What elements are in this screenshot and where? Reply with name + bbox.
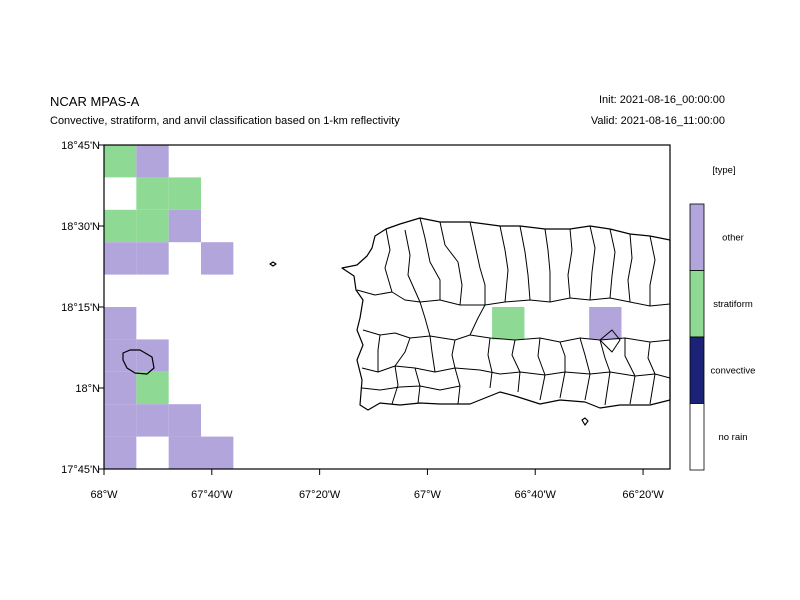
cell-other-10 — [104, 307, 137, 340]
legend-swatch-stratiform — [689, 270, 705, 338]
legend-swatch-no-rain — [689, 403, 705, 471]
classification-cells — [104, 145, 622, 469]
cell-other-7 — [104, 242, 137, 275]
cell-other-12 — [136, 339, 169, 372]
x-tick-label: 66°40'W — [515, 489, 557, 501]
x-tick-label: 67°40'W — [191, 489, 233, 501]
cell-other-8 — [136, 242, 169, 275]
legend-swatch-other — [689, 203, 705, 271]
cell-other-18 — [104, 436, 137, 469]
cell-other-6 — [168, 209, 202, 243]
legend-label: no rain — [718, 432, 747, 443]
x-axis-ticks: 68°W 67°40'W 67°20'W 67°W 66°40'W 66°20'W — [90, 469, 664, 501]
cell-other-20 — [201, 436, 234, 469]
init-time-label: Init: 2021-08-16_00:00:00 — [599, 94, 725, 106]
y-tick-label: 17°45'N — [61, 464, 100, 476]
mona-island — [122, 349, 155, 375]
legend-label: convective — [711, 365, 756, 376]
cell-other-9 — [201, 242, 234, 275]
y-tick-label: 18°15'N — [61, 302, 100, 314]
y-tick-label: 18°30'N — [61, 221, 100, 233]
monito-island — [269, 261, 277, 267]
x-tick-label: 68°W — [90, 489, 118, 501]
legend-swatch-convective — [689, 336, 705, 404]
y-tick-label: 18°N — [75, 383, 100, 395]
cell-stratiform-14 — [136, 371, 169, 405]
x-tick-label: 67°W — [414, 489, 442, 501]
cell-other-16 — [136, 404, 169, 437]
legend-label: stratiform — [713, 299, 753, 310]
cell-stratiform-0 — [104, 145, 137, 178]
cell-other-13 — [104, 371, 137, 405]
cell-other-19 — [168, 436, 202, 469]
legend-title: [type] — [712, 165, 735, 176]
cell-stratiform-21 — [492, 307, 525, 340]
legend-label: other — [722, 232, 744, 243]
legend: [type] other stratiform convective no rain — [689, 165, 756, 471]
cell-other-15 — [104, 404, 137, 437]
cell-stratiform-2 — [136, 177, 169, 210]
x-tick-label: 67°20'W — [299, 489, 341, 501]
municipality-borders — [356, 217, 671, 406]
y-tick-label: 18°45'N — [61, 140, 100, 152]
caja-de-muertos — [581, 417, 589, 426]
cell-other-17 — [168, 404, 202, 437]
cell-other-1 — [136, 145, 169, 178]
plot-title: NCAR MPAS-A — [50, 94, 140, 109]
cell-stratiform-3 — [168, 177, 202, 210]
cell-stratiform-4 — [104, 209, 137, 243]
cell-stratiform-5 — [136, 209, 169, 243]
x-tick-label: 66°20'W — [622, 489, 664, 501]
valid-time-label: Valid: 2021-08-16_11:00:00 — [590, 115, 725, 127]
cell-other-11 — [104, 339, 137, 372]
plot-subtitle: Convective, stratiform, and anvil classi… — [50, 115, 400, 127]
cell-other-22 — [589, 307, 622, 340]
y-axis-ticks: 18°45'N 18°30'N 18°15'N 18°N 17°45'N — [61, 140, 104, 476]
